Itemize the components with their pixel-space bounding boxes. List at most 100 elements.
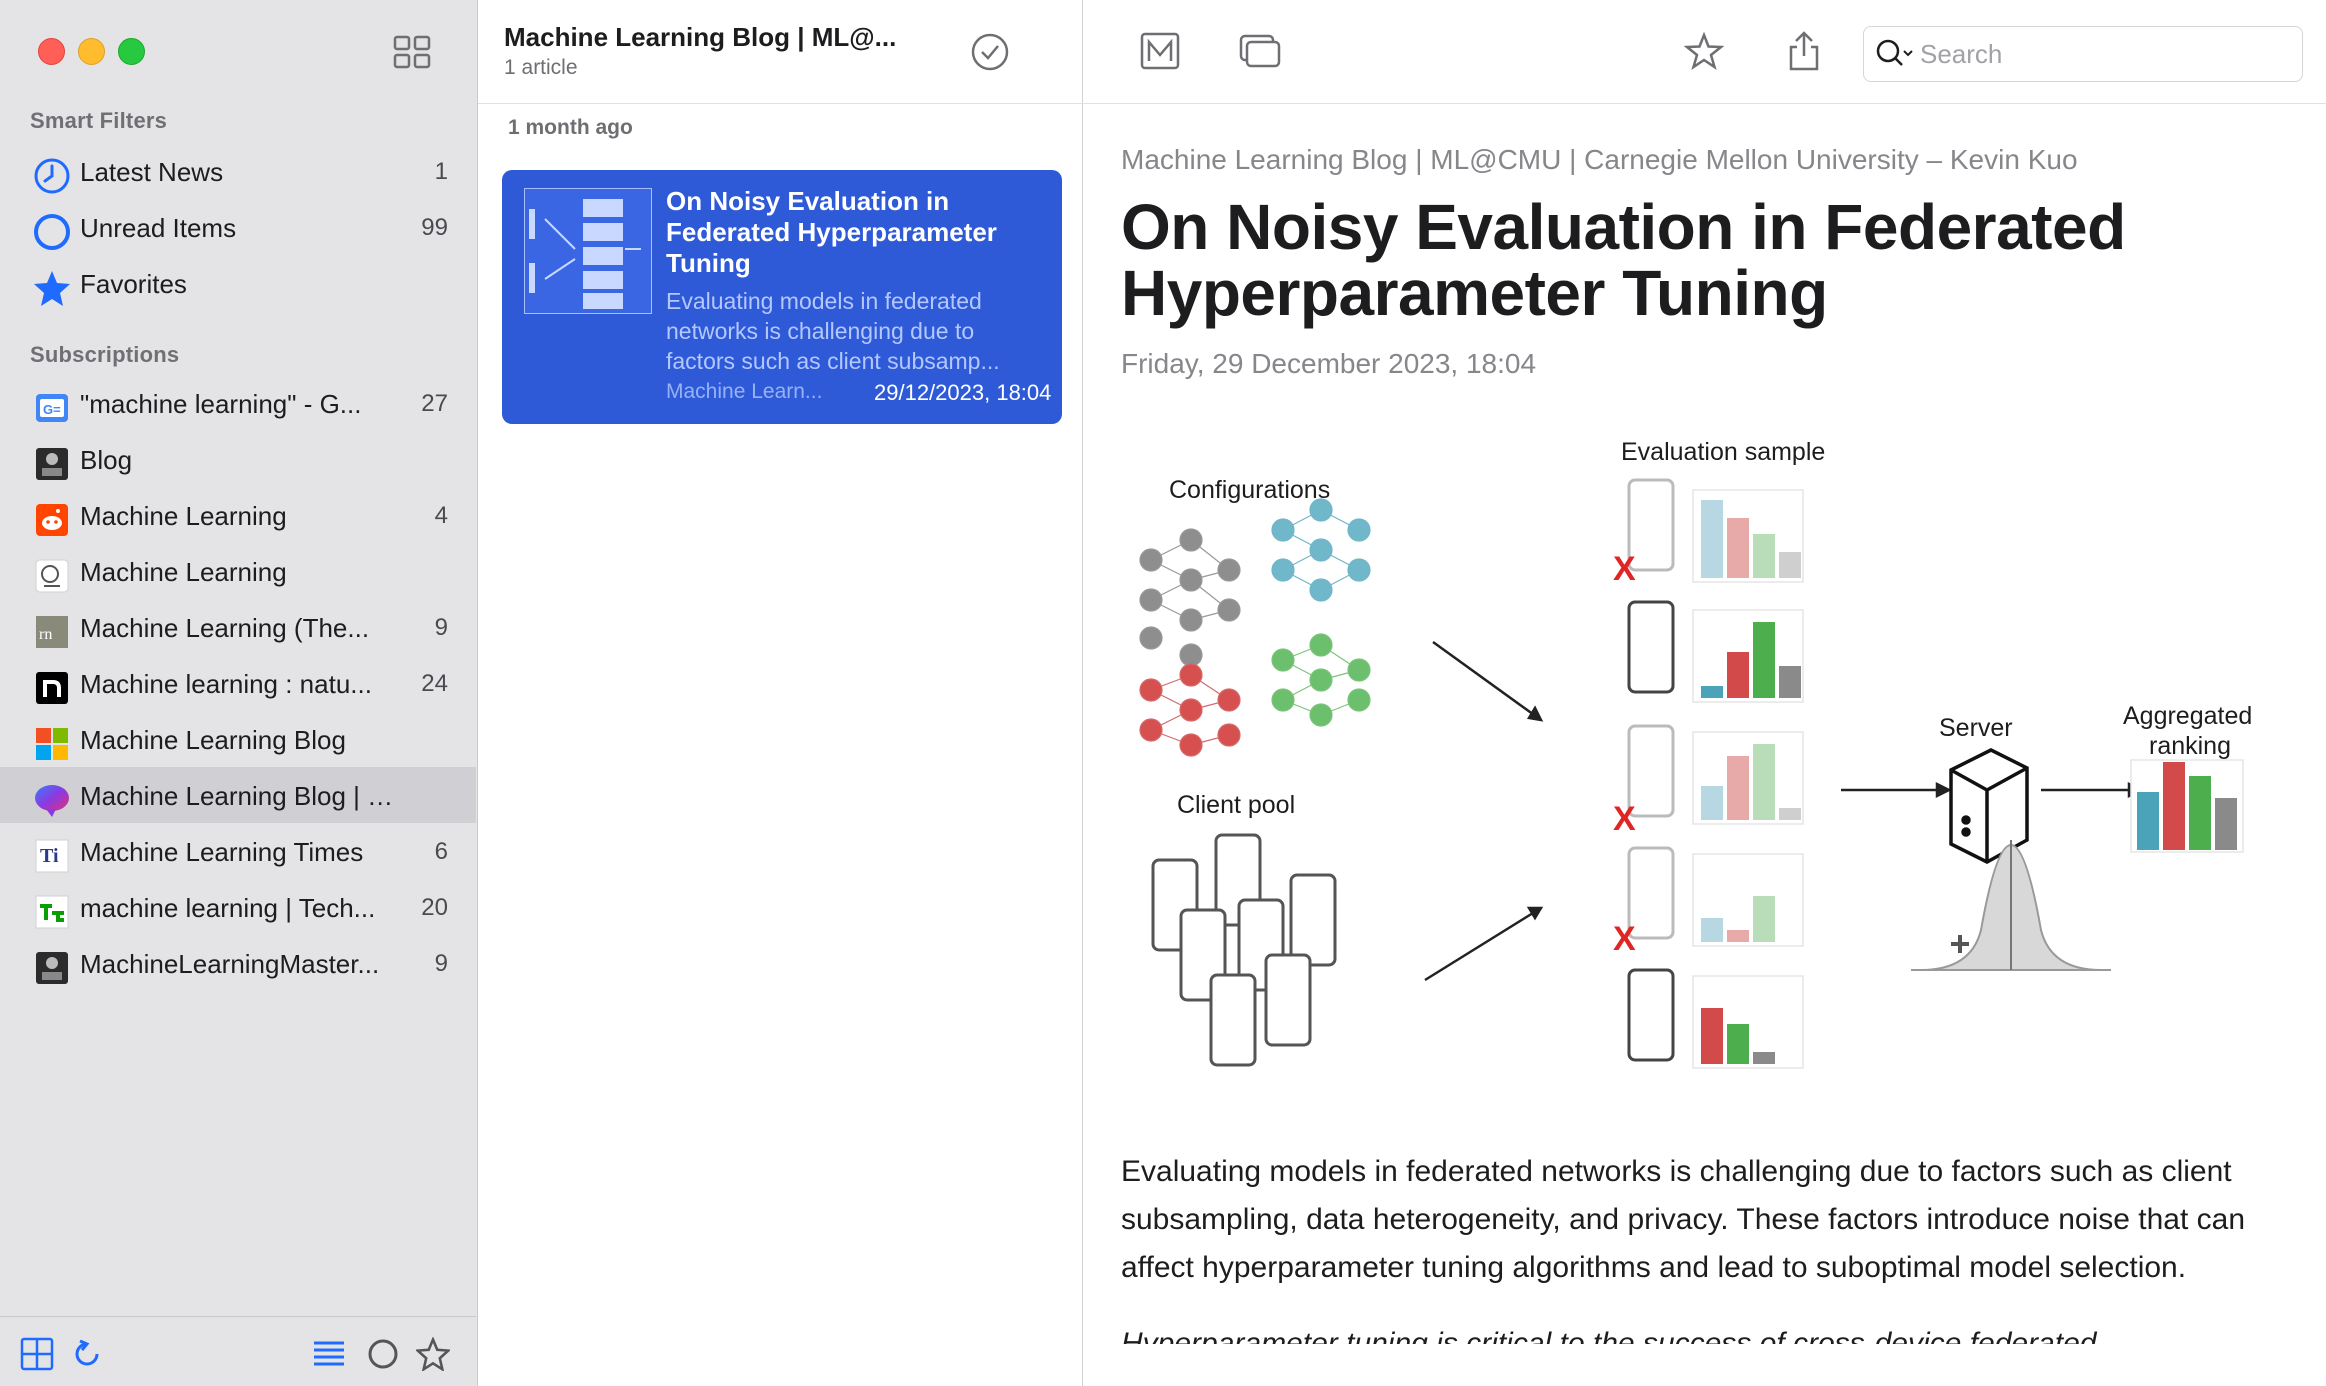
figure-label-configurations: Configurations <box>1169 476 1330 504</box>
sidebar-item-label: Machine Learning <box>80 557 287 587</box>
search-field[interactable] <box>1863 26 2303 82</box>
article-figure: Configurations Client pool Evaluation sa… <box>1121 400 2252 1120</box>
add-icon <box>20 1337 54 1371</box>
sidebar-item-nature-ml[interactable]: Machine learning : natu... 24 <box>0 655 476 711</box>
show-unread-button[interactable] <box>364 1335 402 1373</box>
sidebar-item-label: Machine Learning Blog | ML... <box>80 781 400 811</box>
sidebar-item-blog[interactable]: Blog <box>0 431 476 487</box>
article-count: 1 article <box>504 56 578 79</box>
show-starred-button[interactable] <box>414 1335 452 1373</box>
sidebar-item-ml-blog[interactable]: Machine Learning Blog <box>0 711 476 767</box>
sidebar-item-label: MachineLearningMaster... <box>80 949 380 979</box>
minimize-window-button[interactable] <box>78 38 105 65</box>
network-teal <box>1271 498 1371 602</box>
article-list-item[interactable]: On Noisy Evaluation in Federated Hyperpa… <box>502 170 1062 424</box>
search-input[interactable] <box>1920 35 2290 73</box>
microsoft-icon <box>32 724 72 764</box>
reader-mode-button[interactable] <box>1135 26 1185 76</box>
sidebar-item-label: Machine Learning Times <box>80 837 364 867</box>
article-list-source: Machine Learn... <box>666 380 823 403</box>
subscriptions-title: Subscriptions <box>30 342 180 367</box>
article-title: On Noisy Evaluation in Federated Hyperpa… <box>1121 191 2126 329</box>
grid-view-button[interactable] <box>392 34 432 70</box>
sidebar-item-ml-the[interactable]: rn Machine Learning (The... 9 <box>0 599 476 655</box>
feed-title: Machine Learning Blog | ML@... <box>504 22 897 52</box>
sidebar-item-cmu-ml-blog[interactable]: Machine Learning Blog | ML... <box>0 767 476 823</box>
sidebar-item-favorites[interactable]: Favorites <box>0 255 476 311</box>
network-gray <box>1139 528 1241 667</box>
sidebar-item-reddit-ml[interactable]: Machine Learning 4 <box>0 487 476 543</box>
list-icon <box>314 1341 344 1366</box>
article-list-date: 29/12/2023, 18:04 <box>874 380 1052 405</box>
open-in-browser-button[interactable] <box>1235 26 1285 76</box>
unread-circle-icon <box>32 212 72 252</box>
grid-icon <box>393 35 431 69</box>
article-list-title: On Noisy Evaluation in Federated Hyperpa… <box>666 186 997 278</box>
zoom-window-button[interactable] <box>118 38 145 65</box>
ml-feed-icon <box>32 556 72 596</box>
figure-label-server: Server <box>1939 714 2013 742</box>
checkmark-circle-icon <box>971 33 1009 71</box>
article-byline: Machine Learning Blog | ML@CMU | Carnegi… <box>1121 144 2078 175</box>
sidebar-item-latest-news[interactable]: Latest News 1 <box>0 143 476 199</box>
unread-count: 1 <box>434 158 448 185</box>
unread-count: 27 <box>421 390 448 417</box>
sidebar-item-label: "machine learning" - G... <box>80 389 362 419</box>
figure-label-ranking: ranking <box>2149 732 2231 760</box>
close-window-button[interactable] <box>38 38 65 65</box>
sidebar-item-ml-feed[interactable]: Machine Learning <box>0 543 476 599</box>
sidebar-item-label: machine learning | Tech... <box>80 893 376 923</box>
reddit-icon <box>32 500 72 540</box>
sidebar-item-google-news-ml[interactable]: G= "machine learning" - G... 27 <box>0 375 476 431</box>
techcrunch-icon <box>32 892 72 932</box>
drop-marks: X X X <box>1613 550 1636 958</box>
article-list-pane: Machine Learning Blog | ML@... 1 article… <box>478 0 1083 1386</box>
svg-text:Ti: Ti <box>40 845 59 867</box>
mercury-m-icon <box>1140 32 1180 70</box>
sidebar-item-mlmastery[interactable]: MachineLearningMaster... 9 <box>0 935 476 991</box>
reader-toolbar <box>1083 0 2326 104</box>
show-all-button[interactable] <box>310 1335 348 1373</box>
blog-feed-icon <box>32 444 72 484</box>
sample-phones <box>1627 478 1675 1062</box>
google-news-icon: G= <box>32 388 72 428</box>
svg-text:X: X <box>1613 800 1636 838</box>
sidebar-item-unread-items[interactable]: Unread Items 99 <box>0 199 476 255</box>
sidebar-item-ml-times[interactable]: Ti Machine Learning Times 6 <box>0 823 476 879</box>
clock-icon <box>32 156 72 196</box>
star-article-button[interactable] <box>1679 26 1729 76</box>
unread-count: 4 <box>434 502 448 529</box>
rn-feed-icon: rn <box>32 612 72 652</box>
add-feed-button[interactable] <box>18 1335 56 1373</box>
share-button[interactable] <box>1779 26 1829 76</box>
article-date: Friday, 29 December 2023, 18:04 <box>1121 348 1537 379</box>
sidebar-item-techcrunch-ml[interactable]: machine learning | Tech... 20 <box>0 879 476 935</box>
star-icon <box>32 268 72 308</box>
article-body: Machine Learning Blog | ML@CMU | Carnegi… <box>1121 140 2261 1344</box>
svg-text:X: X <box>1613 550 1636 588</box>
sidebar-item-label: Machine Learning (The... <box>80 613 370 643</box>
sidebar-item-label: Machine Learning <box>80 501 287 531</box>
sidebar-item-label: Latest News <box>80 157 224 187</box>
search-icon <box>1874 37 1914 78</box>
sidebar-item-label: Machine learning : natu... <box>80 669 372 699</box>
sidebar-footer <box>0 1316 476 1386</box>
mlm-feed-icon <box>32 948 72 988</box>
article-thumbnail <box>524 188 652 314</box>
share-icon <box>1789 31 1819 71</box>
article-paragraph-next: Hyperparameter tuning is critical to the… <box>1121 1327 2097 1344</box>
sidebar-item-label: Blog <box>80 445 133 475</box>
refresh-button[interactable] <box>68 1335 106 1373</box>
unread-count: 24 <box>421 670 448 697</box>
aggregated-ranking-chart <box>2130 759 2244 853</box>
client-pool-phones <box>1151 833 1337 1067</box>
date-group-label: 1 month ago <box>508 116 633 139</box>
svg-text:X: X <box>1613 920 1636 958</box>
star-outline-icon <box>1684 31 1724 70</box>
times-icon: Ti <box>32 836 72 876</box>
sidebar: Smart Filters Latest News 1 Unread Items… <box>0 0 478 1386</box>
sidebar-item-label: Machine Learning Blog <box>80 725 346 755</box>
mark-all-read-button[interactable] <box>968 30 1012 74</box>
network-red <box>1139 663 1241 757</box>
